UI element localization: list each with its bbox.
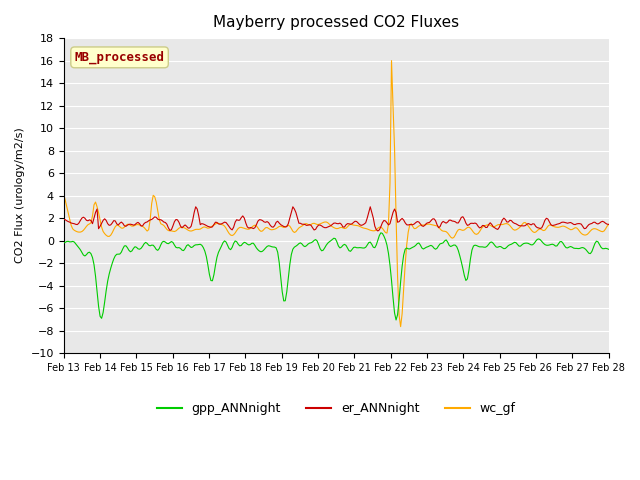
Legend: gpp_ANNnight, er_ANNnight, wc_gf: gpp_ANNnight, er_ANNnight, wc_gf <box>152 397 520 420</box>
Title: Mayberry processed CO2 Fluxes: Mayberry processed CO2 Fluxes <box>213 15 459 30</box>
Text: MB_processed: MB_processed <box>74 51 164 64</box>
Y-axis label: CO2 Flux (urology/m2/s): CO2 Flux (urology/m2/s) <box>15 128 25 264</box>
